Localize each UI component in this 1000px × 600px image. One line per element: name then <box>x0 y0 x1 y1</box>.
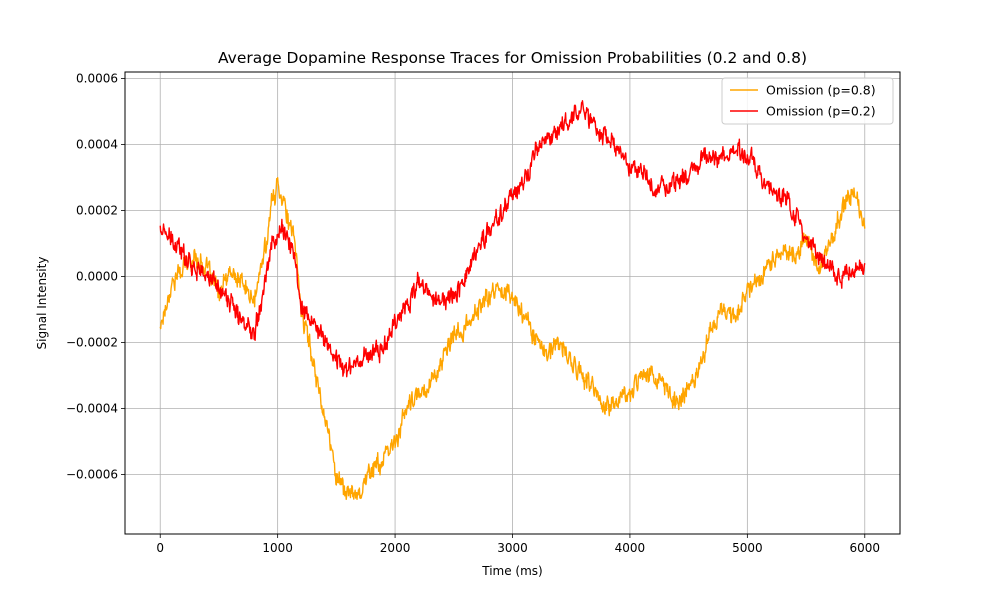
ticks: 0 1000 2000 3000 4000 5000 6000 −0.0006 −0.0004 −… <box>66 72 880 555</box>
series-line-omission-p08 <box>159 176 866 501</box>
y-tick-label: −0.0002 <box>66 336 118 350</box>
x-tick-label: 4000 <box>615 541 646 555</box>
legend-label: Omission (p=0.2) <box>766 104 876 119</box>
y-tick-label: −0.0004 <box>66 402 118 416</box>
legend-box <box>721 77 894 125</box>
legend-label: Omission (p=0.8) <box>766 83 876 98</box>
x-tick-label: 0 <box>156 541 164 555</box>
chart-title: Average Dopamine Response Traces for Omi… <box>218 49 807 67</box>
x-tick-label: 5000 <box>732 541 763 555</box>
grid <box>125 72 900 534</box>
y-tick-label: 0.0004 <box>76 138 118 152</box>
y-tick-label: 0.0006 <box>76 72 118 86</box>
series-layer <box>159 100 866 501</box>
y-tick-label: −0.0006 <box>66 468 118 482</box>
y-tick-label: 0.0000 <box>76 270 118 284</box>
series-line-omission-p02 <box>159 100 866 378</box>
x-tick-label: 6000 <box>849 541 880 555</box>
x-tick-label: 2000 <box>380 541 411 555</box>
x-tick-label: 3000 <box>497 541 528 555</box>
y-axis-label: Signal Intensity <box>35 257 49 350</box>
x-tick-label: 1000 <box>262 541 293 555</box>
x-axis-label: Time (ms) <box>481 564 543 578</box>
y-tick-label: 0.0002 <box>76 204 118 218</box>
legend: Omission (p=0.8) Omission (p=0.2) <box>721 77 894 125</box>
